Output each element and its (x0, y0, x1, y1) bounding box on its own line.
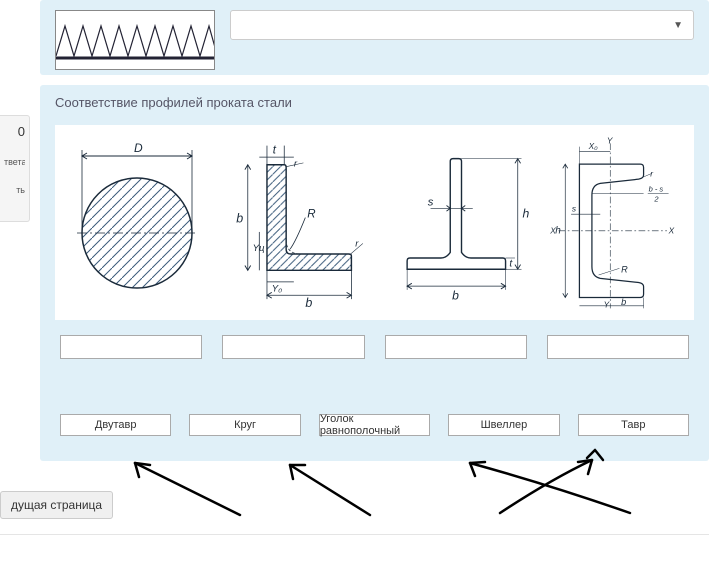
option-krug[interactable]: Круг (189, 414, 300, 436)
dropzones-row (55, 335, 694, 359)
svg-text:D: D (134, 141, 143, 155)
option-label: Уголок равнополочный (320, 413, 429, 437)
svg-text:b: b (621, 297, 626, 307)
diagram-angle: R t r r b (219, 135, 373, 310)
prev-page-label: дущая страница (11, 498, 102, 512)
prev-page-button[interactable]: дущая страница (0, 491, 113, 519)
option-label: Швеллер (481, 419, 528, 431)
dropzone-4[interactable] (547, 335, 689, 359)
sidebar-score: 0 (4, 124, 25, 139)
sidebar-text-1: твета (4, 157, 25, 167)
svg-text:b: b (305, 296, 312, 309)
option-ugolok[interactable]: Уголок равнополочный (319, 414, 430, 436)
dropdown-caret-icon: ▼ (673, 20, 683, 31)
diagram-tee: h s t b (377, 135, 531, 310)
divider (0, 534, 709, 535)
option-label: Тавр (621, 419, 645, 431)
diagram-circle: D (60, 135, 214, 310)
profile-dropdown[interactable]: ▼ (230, 10, 694, 40)
options-row: Двутавр Круг Уголок равнополочный Швелле… (55, 414, 694, 436)
question-panel: Соответствие профилей проката стали (40, 85, 709, 461)
svg-text:s: s (428, 197, 434, 209)
option-label: Двутавр (95, 419, 137, 431)
svg-text:2: 2 (653, 195, 659, 204)
diagram-channel: X X Y Y X₀ h s (536, 135, 690, 310)
svg-text:R: R (621, 265, 628, 275)
svg-text:X₀: X₀ (587, 141, 598, 151)
svg-text:b: b (452, 288, 459, 302)
top-panel: ▼ (40, 0, 709, 75)
option-dvutavr[interactable]: Двутавр (60, 414, 171, 436)
svg-text:s: s (571, 204, 575, 214)
dropzone-1[interactable] (60, 335, 202, 359)
svg-text:Y: Y (606, 135, 613, 145)
svg-text:b - s: b - s (648, 185, 663, 194)
svg-text:Y: Y (603, 300, 610, 310)
question-title: Соответствие профилей проката стали (55, 95, 694, 110)
option-tavr[interactable]: Тавр (578, 414, 689, 436)
option-label: Круг (234, 419, 256, 431)
option-shveller[interactable]: Швеллер (448, 414, 559, 436)
svg-text:Y₀: Y₀ (271, 284, 281, 295)
dropzone-3[interactable] (385, 335, 527, 359)
svg-text:r: r (355, 238, 359, 249)
svg-text:b: b (236, 212, 243, 226)
diagrams-row: D R (55, 125, 694, 320)
sidebar-fragment: 0 твета ть (0, 115, 30, 222)
svg-text:t: t (272, 144, 276, 156)
svg-text:h: h (522, 207, 529, 221)
svg-text:X: X (667, 225, 674, 235)
svg-text:h: h (555, 225, 561, 236)
sidebar-text-2: ть (4, 185, 25, 195)
svg-text:R: R (307, 209, 315, 221)
dropzone-2[interactable] (222, 335, 364, 359)
svg-text:Yц: Yц (252, 243, 264, 254)
zigzag-diagram (55, 10, 215, 70)
svg-text:t: t (509, 259, 513, 270)
